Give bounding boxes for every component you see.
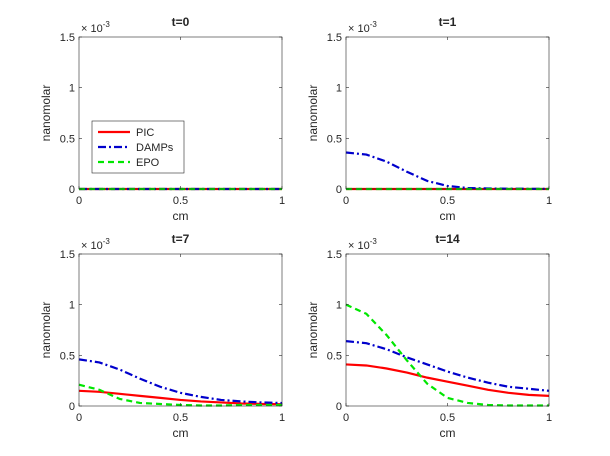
x-tick-label: 0	[343, 195, 349, 207]
legend-box	[91, 120, 185, 174]
y-tick-label: 1.5	[327, 32, 342, 44]
plot-area	[79, 254, 282, 406]
y-exponent-base: × 10	[348, 23, 370, 35]
y-axis-label: nanomolar	[306, 85, 320, 142]
y-tick-label: 1.5	[60, 32, 75, 44]
y-exponent-power: -3	[370, 237, 378, 246]
x-tick-label: 0.5	[440, 195, 455, 207]
y-exponent-base: × 10	[81, 240, 103, 252]
series-line-pic	[345, 363, 550, 397]
y-tick-label: 0	[69, 184, 75, 196]
series-line-pic	[78, 389, 283, 406]
x-axis-label: cm	[440, 426, 456, 440]
y-axis-label: nanomolar	[39, 302, 53, 359]
y-exponent-power: -3	[370, 20, 378, 29]
y-tick-label: 1.5	[60, 249, 75, 261]
x-tick-label: 1	[546, 412, 552, 424]
x-tick-label: 0	[343, 412, 349, 424]
subplot: 0 0.5 1 0 0.5 1 1.5 × 10-3 t=1 cm nanomolar	[306, 15, 552, 223]
x-tick-label: 1	[546, 195, 552, 207]
y-exponent-base: × 10	[348, 240, 370, 252]
series-line-damps	[345, 151, 550, 190]
y-tick-label: 0	[336, 184, 342, 196]
x-tick-label: 1	[279, 412, 285, 424]
y-tick-label: 0	[69, 401, 75, 413]
x-axis-label: cm	[173, 209, 189, 223]
y-exponent-label: × 10-3	[81, 237, 110, 252]
y-tick-label: 1	[69, 300, 75, 312]
y-exponent-label: × 10-3	[348, 20, 377, 35]
subplot-title: t=0	[172, 15, 190, 29]
legend-label-damps: DAMPs	[136, 142, 174, 154]
x-axis-label: cm	[173, 426, 189, 440]
y-tick-label: 1	[69, 83, 75, 95]
y-tick-label: 0.5	[60, 133, 75, 145]
y-exponent-label: × 10-3	[348, 237, 377, 252]
x-tick-label: 1	[279, 195, 285, 207]
x-tick-label: 0	[76, 412, 82, 424]
x-tick-label: 0	[76, 195, 82, 207]
y-axis-label: nanomolar	[39, 85, 53, 142]
legend-label-pic: PIC	[136, 127, 154, 139]
y-tick-label: 0.5	[60, 350, 75, 362]
series-line-epo	[345, 303, 549, 407]
y-tick-label: 0.5	[327, 133, 342, 145]
series-line-damps	[345, 340, 550, 392]
y-exponent-power: -3	[103, 20, 111, 29]
x-tick-label: 0.5	[440, 412, 455, 424]
subplot-title: t=14	[435, 232, 460, 246]
y-axis-label: nanomolar	[306, 302, 320, 359]
y-tick-label: 1	[336, 300, 342, 312]
y-tick-label: 1.5	[327, 249, 342, 261]
plot-area	[346, 37, 549, 189]
x-tick-label: 0.5	[173, 195, 188, 207]
y-exponent-power: -3	[103, 237, 111, 246]
subplot-title: t=7	[172, 232, 190, 246]
legend-label-epo: EPO	[136, 157, 160, 169]
y-tick-label: 0.5	[327, 350, 342, 362]
y-exponent-label: × 10-3	[81, 20, 110, 35]
y-exponent-base: × 10	[81, 23, 103, 35]
subplot-title: t=1	[439, 15, 457, 29]
x-axis-label: cm	[440, 209, 456, 223]
legend: PIC DAMPs EPO	[91, 120, 185, 174]
subplot: 0 0.5 1 0 0.5 1 1.5 × 10-3 t=7 cm nanomolar	[39, 232, 285, 440]
plot-area	[346, 254, 549, 406]
subplot: 0 0.5 1 0 0.5 1 1.5 × 10-3 t=14 cm nanomolar	[306, 232, 552, 440]
y-tick-label: 1	[336, 83, 342, 95]
series-line-damps	[78, 358, 283, 405]
x-tick-label: 0.5	[173, 412, 188, 424]
y-tick-label: 0	[336, 401, 342, 413]
